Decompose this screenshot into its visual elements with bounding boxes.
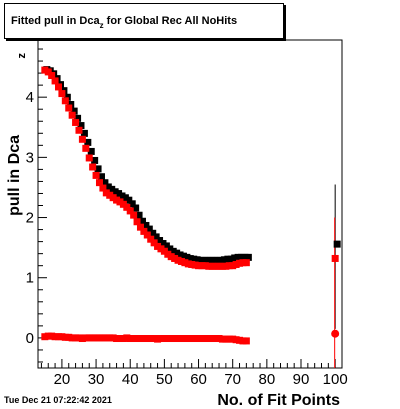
data-point xyxy=(61,97,69,105)
data-point xyxy=(101,179,109,187)
data-point xyxy=(80,129,88,137)
x-tick-label: 80 xyxy=(259,371,276,388)
data-point xyxy=(48,72,56,80)
y-tick-label: 3 xyxy=(26,149,34,166)
data-point xyxy=(145,225,153,233)
data-point xyxy=(82,144,90,152)
data-point xyxy=(89,163,97,171)
data-point xyxy=(94,165,102,173)
data-point xyxy=(68,111,76,119)
data-point xyxy=(333,240,341,248)
y-axis-label-subscript: z xyxy=(16,53,28,59)
data-point xyxy=(95,179,103,187)
y-tick-label: 1 xyxy=(26,270,34,287)
y-axis-label: pull in Dca xyxy=(6,135,23,216)
x-tick-label: 50 xyxy=(156,371,173,388)
data-point xyxy=(99,184,107,192)
data-point xyxy=(135,211,143,219)
data-point xyxy=(85,154,93,162)
data-point xyxy=(74,114,82,122)
data-point xyxy=(87,147,95,155)
data-point xyxy=(147,235,155,243)
data-point xyxy=(72,118,80,126)
data-point xyxy=(70,107,78,115)
chart-title: Fitted pull in Dcaz for Global Rec All N… xyxy=(11,15,238,30)
plot-frame xyxy=(37,39,343,369)
data-point xyxy=(138,217,146,225)
chart-title-box: Fitted pull in Dcaz for Global Rec All N… xyxy=(4,3,284,39)
data-point xyxy=(140,227,148,235)
x-tick-label: 70 xyxy=(224,371,241,388)
data-point xyxy=(54,83,62,91)
data-point xyxy=(78,135,86,143)
data-point xyxy=(44,68,52,76)
axes: 20 30 40 50 60 70 80 90 100 0 1 2 3 4 xyxy=(26,48,348,388)
x-tick-label: 20 xyxy=(54,371,71,388)
data-point xyxy=(92,171,100,179)
data-point xyxy=(63,93,71,101)
data-point xyxy=(65,104,73,112)
data-point xyxy=(149,229,157,237)
data-point xyxy=(77,122,85,130)
data-point xyxy=(331,254,339,262)
x-axis-label: No. of Fit Points xyxy=(217,392,340,409)
data-markers xyxy=(41,66,341,368)
data-point xyxy=(142,221,150,229)
data-point xyxy=(242,259,250,267)
chart-title-subscript: z xyxy=(99,21,104,30)
x-tick-label: 90 xyxy=(293,371,310,388)
data-point xyxy=(97,173,105,181)
chart-title-main: Fitted pull in Dca xyxy=(11,15,100,27)
data-point xyxy=(58,90,66,98)
y-tick-label: 4 xyxy=(26,89,34,106)
data-point xyxy=(130,211,138,219)
data-point xyxy=(75,126,83,134)
data-point xyxy=(51,77,59,85)
data-point xyxy=(150,239,158,247)
data-point xyxy=(242,337,250,345)
x-tick-label: 40 xyxy=(122,371,139,388)
data-point xyxy=(126,207,134,215)
data-point xyxy=(84,138,92,146)
data-point xyxy=(128,200,136,208)
data-point xyxy=(136,223,144,231)
x-tick-label: 30 xyxy=(88,371,105,388)
x-tick-label: 60 xyxy=(190,371,207,388)
data-point xyxy=(123,203,131,211)
y-tick-label: 0 xyxy=(26,330,34,347)
chart-title-suffix: for Global Rec All NoHits xyxy=(103,15,238,27)
data-point xyxy=(244,253,252,261)
data-point xyxy=(152,233,160,241)
data-point xyxy=(331,329,340,338)
data-point xyxy=(91,156,99,164)
x-tick-label: 100 xyxy=(323,371,348,388)
data-point xyxy=(132,204,140,212)
y-tick-label: 2 xyxy=(26,210,34,227)
timestamp: Tue Dec 21 07:22:42 2021 xyxy=(4,395,112,405)
data-point xyxy=(133,218,141,226)
data-point xyxy=(125,196,133,204)
data-point xyxy=(143,231,151,239)
data-point xyxy=(67,100,75,108)
